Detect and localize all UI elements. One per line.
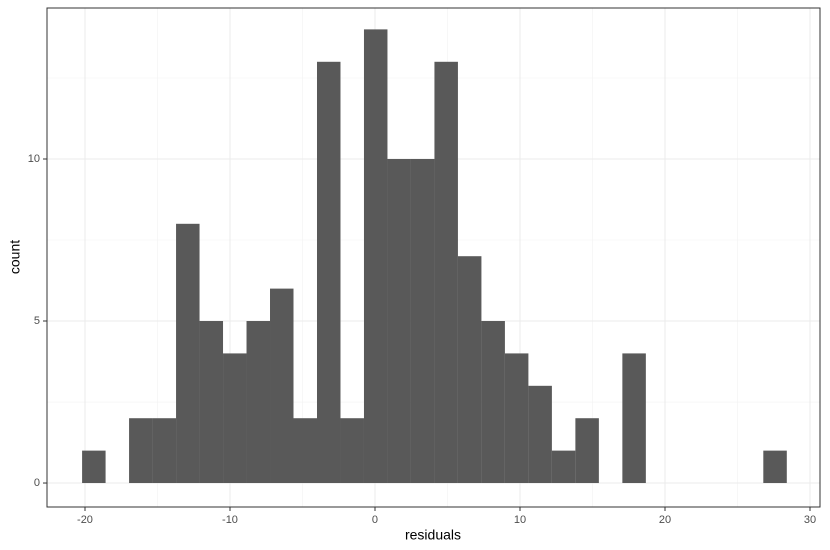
bar <box>434 61 458 484</box>
bar <box>363 29 388 484</box>
bar <box>410 158 435 484</box>
bar <box>504 353 529 484</box>
y-tick-label: 5 <box>34 315 40 327</box>
bar <box>199 321 224 484</box>
x-tick-label: -20 <box>77 514 93 526</box>
panel-border <box>46 7 821 508</box>
bar <box>528 385 552 484</box>
x-tick-label: -10 <box>222 514 238 526</box>
bar <box>763 450 787 484</box>
x-tick-label: 30 <box>804 514 816 526</box>
bar <box>387 158 411 484</box>
bar <box>551 450 576 484</box>
bar <box>270 288 294 484</box>
bar <box>176 223 200 484</box>
x-tick-label: 0 <box>372 514 378 526</box>
bar <box>129 418 153 484</box>
bar <box>622 353 646 484</box>
x-axis-title: residuals <box>405 527 461 543</box>
bar <box>481 321 505 484</box>
x-tick-label: 20 <box>659 514 671 526</box>
bar <box>457 256 482 484</box>
bar <box>293 418 317 484</box>
bar <box>246 321 271 484</box>
y-axis-title: count <box>7 240 23 274</box>
bar <box>575 418 599 484</box>
bar <box>340 418 364 484</box>
bar <box>82 450 106 484</box>
bar <box>223 353 247 484</box>
y-tick-label: 0 <box>34 477 40 489</box>
bar <box>152 418 177 484</box>
bar <box>316 61 341 484</box>
y-tick-label: 10 <box>28 153 40 165</box>
x-tick-label: 10 <box>514 514 526 526</box>
